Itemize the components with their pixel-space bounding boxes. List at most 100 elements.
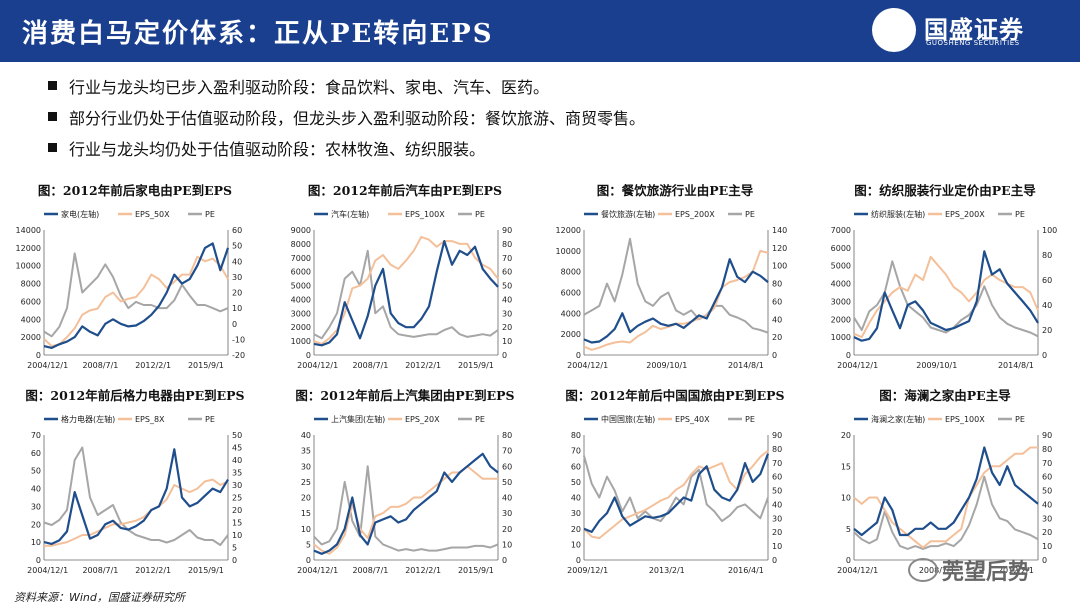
chart-svg: 海澜之家(左轴) EPS_100X PE 0 5 10 15 20 0 10 20 30 40 50 60 7… [837,414,1052,575]
x-tick-label: 2012/2/1 [135,566,171,575]
y-tick-label-right: 40 [502,494,512,503]
legend-label: PE [205,415,215,424]
y-tick-label-right: 50 [1042,487,1052,496]
series-line [43,448,229,545]
y-tick-label-left: 20 [841,431,851,440]
chart-panel: 图：2012年前后格力电器由PE到EPS 格力电器(左轴) EPS_8X PE 0 10… [0,385,270,595]
y-tick-label-left: 5000 [291,282,311,291]
chart-title: 图：2012年前后家电由PE到EPS [37,183,233,198]
wechat-icon [908,558,938,582]
y-tick-label-right: 80 [502,240,512,249]
x-tick-label: 2004/12/1 [567,361,608,370]
y-tick-label-right: 100 [1042,226,1057,235]
chart-svg: 纺织服装(左轴) EPS_200X PE0100020003000400050006… [831,209,1058,370]
series-line [44,478,229,547]
y-tick-label-left: 0 [846,556,851,565]
y-tick-label-left: 10 [301,525,311,534]
y-tick-label-left: 0 [36,351,41,360]
y-tick-label-left: 25 [301,478,311,487]
y-tick-label-right: 70 [772,459,782,468]
y-tick-label-left: 20 [301,494,311,503]
chart-title: 图：2012年前后格力电器由PE到EPS [25,388,245,403]
y-tick-label-right: 40 [772,500,782,509]
y-tick-label-left: 0 [846,351,851,360]
y-tick-label-right: 0 [502,351,507,360]
y-tick-label-left: 40 [301,431,311,440]
y-tick-label-right: -10 [232,335,245,344]
y-tick-label-right: 20 [502,323,512,332]
y-tick-label-right: 60 [1042,473,1052,482]
x-tick-label: 2004/12/1 [837,566,878,575]
y-tick-label-left: 8000 [291,240,311,249]
x-tick-label: 2013/2/1 [649,566,685,575]
y-tick-label-left: 35 [301,447,311,456]
y-tick-label-left: 12000 [16,244,41,253]
y-tick-label-left: 4000 [561,309,581,318]
y-tick-label-right: 10 [232,304,242,313]
y-tick-label-right: 70 [502,254,512,263]
y-tick-label-left: 40 [571,494,581,503]
y-tick-label-right: 40 [1042,301,1052,310]
bullet-item: 行业与龙头均仍处于估值驱动阶段：农林牧渔、纺织服装。 [48,132,645,163]
legend-label: 上汽集团(左轴) [331,414,385,424]
y-tick-label-right: 20 [232,289,242,298]
y-tick-label-right: 10 [232,531,242,540]
y-tick-label-right: 20 [772,333,782,342]
x-tick-label: 2015/9/1 [188,566,224,575]
bullet-square-icon [48,81,57,90]
series-line [853,446,1038,549]
y-tick-label-left: 70 [571,447,581,456]
chart-svg: 家电(左轴) EPS_50X PE 0 2000 4000 6000 8000 10000 120… [16,209,246,370]
y-tick-label-right: 60 [232,226,242,235]
chart-title: 图：2012年前后中国国旅由PE到EPS [565,388,785,403]
y-tick-label-right: 40 [772,315,782,324]
y-tick-label-right: 60 [772,473,782,482]
x-tick-label: 2008/7/1 [82,566,118,575]
y-tick-label-right: 70 [1042,459,1052,468]
y-tick-label-right: 20 [772,528,782,537]
y-tick-label-right: 45 [232,444,242,453]
y-tick-label-right: 0 [232,556,237,565]
logo-icon [872,8,916,52]
bullet-square-icon [48,112,57,121]
y-tick-label-left: 50 [571,478,581,487]
chart-panel: 图：2012年前后上汽集团由PE到EPS 上汽集团(左轴) EPS_20X PE 0 5… [270,385,540,595]
y-tick-label-left: 4000 [21,315,41,324]
y-tick-label-right: 70 [502,447,512,456]
chart-svg: 餐饮旅游(左轴) EPS_200X PE 0 2000 4000 6000 8000 10000… [556,209,788,370]
y-tick-label-right: 20 [1042,326,1052,335]
series-line [313,452,499,555]
legend-label: EPS_200X [945,210,985,219]
y-tick-label-right: 50 [502,282,512,291]
legend-label: EPS_200X [675,210,715,219]
y-tick-label-right: 50 [772,487,782,496]
y-tick-label-left: 6000 [21,297,41,306]
legend-label: 纺织服装(左轴) [871,209,925,219]
series-line [313,239,499,347]
bullet-square-icon [48,143,57,152]
x-tick-label: 2004/12/1 [27,361,68,370]
y-tick-label-left: 10 [841,494,851,503]
x-tick-label: 2012/2/1 [405,566,441,575]
y-tick-label-right: 0 [772,351,777,360]
y-tick-label-right: 10 [772,542,782,551]
y-tick-label-right: 30 [502,309,512,318]
legend-label: PE [1015,210,1025,219]
legend-label: 海澜之家(左轴) [871,414,925,424]
y-tick-label-left: 5 [306,540,311,549]
source-footnote: 资料来源：Wind，国盛证券研究所 [14,591,185,604]
y-tick-label-right: 10 [502,540,512,549]
legend-label: 中国国旅(左轴) [601,414,655,424]
y-tick-label-left: 30 [31,502,41,511]
chart-svg: 格力电器(左轴) EPS_8X PE 0 10 20 30 40 50 60 70 0 5 10 15 20 2… [27,414,242,575]
y-tick-label-right: 0 [232,320,237,329]
y-tick-label-left: 0 [576,556,581,565]
chart-title: 图：2012年前后上汽集团由PE到EPS [295,388,515,403]
series-line [43,446,229,546]
y-tick-label-left: 10 [31,538,41,547]
chart-title: 图：纺织服装行业定价由PE主导 [854,183,1036,198]
x-tick-label: 2008/7/1 [82,361,118,370]
x-tick-label: 2009/10/1 [916,361,957,370]
y-tick-label-right: 40 [232,456,242,465]
x-tick-label: 2012/2/1 [135,361,171,370]
